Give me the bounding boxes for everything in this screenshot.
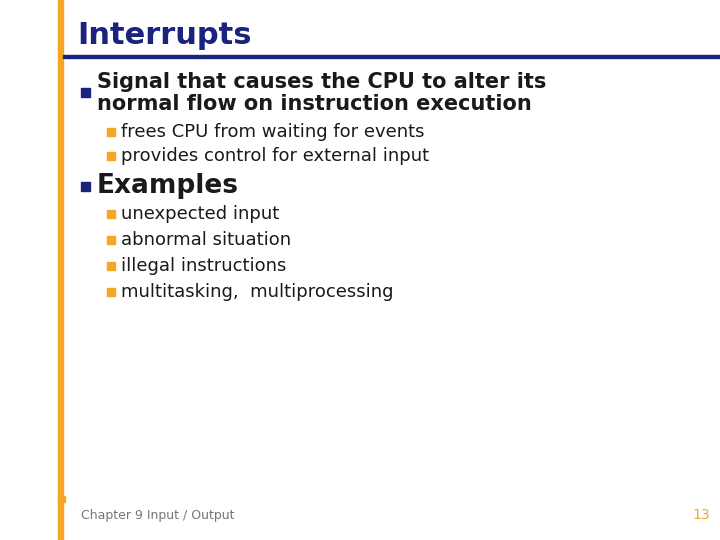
Text: 13: 13 [693, 508, 710, 522]
Text: illegal instructions: illegal instructions [121, 257, 287, 275]
Bar [107, 288, 115, 296]
Text: Interrupts: Interrupts [77, 21, 251, 50]
Bar [107, 152, 115, 160]
Bar [107, 128, 115, 136]
Bar [63, 55, 720, 58]
Text: unexpected input: unexpected input [121, 205, 279, 223]
Text: abnormal situation: abnormal situation [121, 231, 291, 249]
Text: Examples: Examples [97, 173, 239, 199]
Text: provides control for external input: provides control for external input [121, 147, 429, 165]
Text: normal flow on instruction execution: normal flow on instruction execution [97, 94, 532, 114]
Text: multitasking,  multiprocessing: multitasking, multiprocessing [121, 283, 394, 301]
Bar [107, 262, 115, 270]
Bar [58, 496, 65, 502]
Bar [81, 181, 90, 191]
Bar [58, 0, 63, 540]
Bar [107, 210, 115, 218]
Text: Chapter 9 Input / Output: Chapter 9 Input / Output [81, 509, 235, 522]
Text: frees CPU from waiting for events: frees CPU from waiting for events [121, 123, 425, 141]
Bar [107, 236, 115, 244]
Text: Signal that causes the CPU to alter its: Signal that causes the CPU to alter its [97, 72, 546, 92]
Bar [81, 87, 90, 97]
